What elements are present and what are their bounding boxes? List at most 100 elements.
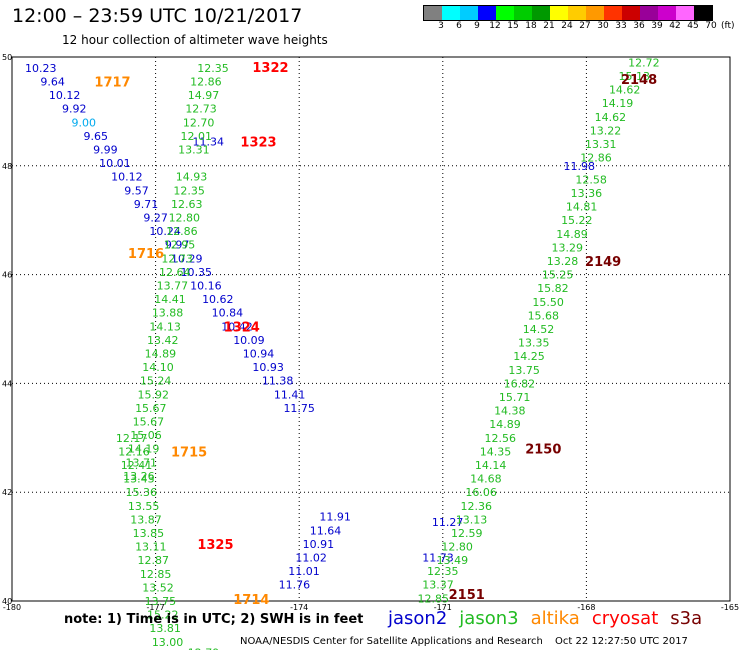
jason3-value-label: 13.49	[437, 554, 469, 567]
pass-label-s3a: 2150	[525, 443, 561, 458]
jason2-value-label: 9.65	[84, 130, 109, 143]
colorbar-label: 33	[615, 21, 627, 31]
colorbar-label: 36	[633, 21, 645, 31]
x-tick-label: -174	[290, 603, 308, 612]
jason2-value-label: 9.27	[143, 211, 168, 224]
jason3-value-label: 13.31	[585, 138, 617, 151]
y-tick-label: 50	[2, 53, 12, 62]
jason3-value-label: 12.73	[161, 252, 193, 265]
jason3-value-label: 14.19	[602, 97, 634, 110]
jason2-value-label: 10.91	[303, 538, 335, 551]
jason2-value-label: 9.99	[93, 143, 118, 156]
jason3-value-label: 15.71	[499, 391, 531, 404]
jason3-value-label: 12.85	[140, 568, 172, 581]
jason3-value-label: 13.37	[422, 579, 454, 592]
jason3-value-label: 15.92	[137, 388, 169, 401]
jason2-value-label: 10.84	[212, 307, 244, 320]
jason3-value-label: 16.82	[504, 377, 536, 390]
colorbar-swatch	[460, 6, 478, 20]
y-tick-label: 46	[2, 271, 12, 280]
jason3-value-label: 12.16	[118, 445, 150, 458]
jason3-value-label: 14.52	[523, 323, 555, 336]
jason3-value-label: 13.11	[135, 541, 167, 554]
jason3-value-label: 13.35	[518, 337, 550, 350]
jason3-value-label: 15.24	[140, 375, 172, 388]
jason2-value-label: 11.02	[295, 551, 327, 564]
jason2-value-label: 10.12	[111, 171, 143, 184]
colorbar-swatch	[532, 6, 550, 20]
jason3-value-label: 12.01	[181, 130, 213, 143]
colorbar-label: 12	[489, 21, 501, 31]
colorbar-unit: (ft)	[721, 21, 735, 31]
footer-timestamp: Oct 22 12:27:50 UTC 2017	[555, 636, 688, 647]
jason3-value-label: 12.86	[190, 75, 222, 88]
x-tick-label: -177	[147, 603, 165, 612]
jason3-value-label: 15.36	[125, 486, 157, 499]
jason2-value-label: 10.94	[243, 347, 275, 360]
jason2-value-label: 10.62	[202, 293, 234, 306]
jason3-value-label: 12.73	[185, 103, 217, 116]
plot-frame	[11, 56, 731, 602]
colorbar-swatch	[586, 6, 604, 20]
chart-title: 12:00 – 23:59 UTC 10/21/2017	[12, 5, 303, 27]
jason2-value-label: 11.91	[319, 511, 351, 524]
colorbar-label: 45	[687, 21, 699, 31]
jason3-value-label: 15.82	[537, 282, 569, 295]
jason3-value-label: 14.89	[489, 418, 521, 431]
jason3-value-label: 13.26	[123, 470, 155, 483]
jason3-value-label: 14.62	[609, 84, 641, 97]
jason3-value-label: 15.13	[619, 70, 651, 83]
jason3-value-label: 14.10	[142, 361, 174, 374]
jason3-value-label: 14.35	[480, 445, 512, 458]
jason3-value-label: 12.95	[164, 239, 196, 252]
jason3-value-label: 14.89	[556, 228, 588, 241]
jason3-value-label: 12.80	[169, 211, 201, 224]
colorbar-swatch	[622, 6, 640, 20]
legend-item-cryosat: cryosat	[591, 608, 659, 629]
colorbar-swatch	[676, 6, 694, 20]
pass-label-altika: 1714	[233, 593, 269, 608]
jason3-value-label: 12.63	[171, 198, 203, 211]
colorbar-label: 70	[705, 21, 717, 31]
jason3-value-label: 14.19	[128, 443, 160, 456]
jason3-value-label: 14.38	[494, 405, 526, 418]
jason3-value-label: 13.85	[133, 527, 165, 540]
legend-item-altika: altika	[530, 608, 580, 629]
jason2-value-label: 9.71	[134, 198, 159, 211]
colorbar-swatch	[604, 6, 622, 20]
footer-note: note: 1) Time is in UTC; 2) SWH is in fe…	[64, 612, 364, 627]
jason3-value-label: 12.35	[427, 565, 459, 578]
colorbar-label: 15	[507, 21, 519, 31]
legend-item-jason2: jason2	[388, 608, 448, 629]
jason3-value-label: 16.06	[465, 486, 497, 499]
jason3-value-label: 13.22	[590, 124, 622, 137]
jason2-value-label: 11.64	[310, 524, 342, 537]
jason3-value-label: 13.42	[147, 334, 179, 347]
jason3-value-label: 13.75	[145, 595, 177, 608]
colorbar-label: 39	[651, 21, 663, 31]
jason3-value-label: 12.35	[197, 62, 229, 75]
jason2-value-label: 10.93	[252, 361, 284, 374]
jason3-value-label: 13.29	[552, 241, 584, 254]
pass-label-altika: 1715	[171, 445, 207, 460]
jason3-value-label: 13.87	[130, 513, 162, 526]
colorbar-swatch	[568, 6, 586, 20]
jason2-value-label: 10.24	[149, 225, 181, 238]
x-tick-label: -180	[3, 603, 21, 612]
satellite-legend: jason2 jason3 altika cryosat s3a	[388, 608, 702, 629]
jason3-value-label: 14.13	[149, 320, 181, 333]
jason2-value-label: 9.00	[72, 116, 97, 129]
jason3-value-label: 15.25	[542, 269, 574, 282]
jason3-value-label: 14.41	[154, 293, 186, 306]
jason3-value-label: 14.25	[513, 350, 545, 363]
jason2-value-label: 11.75	[283, 402, 315, 415]
colorbar-swatch	[658, 6, 676, 20]
pass-label-s3a: 2149	[585, 255, 621, 270]
jason3-value-label: 12.35	[173, 184, 205, 197]
jason3-value-label: 15.68	[528, 309, 560, 322]
jason2-value-label: 11.76	[279, 579, 311, 592]
jason3-value-label: 15.22	[147, 609, 179, 622]
footer-credit: NOAA/NESDIS Center for Satellite Applica…	[240, 636, 543, 647]
jason3-value-label: 13.75	[508, 364, 540, 377]
jason3-value-label: 13.52	[142, 581, 174, 594]
